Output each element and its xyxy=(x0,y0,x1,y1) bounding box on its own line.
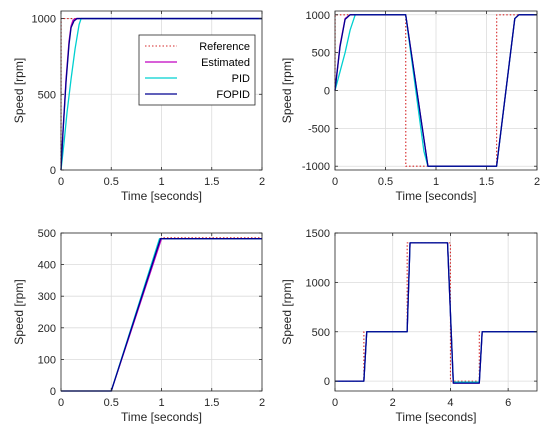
series-lines xyxy=(334,14,537,167)
y-tick-label: 100 xyxy=(38,354,56,366)
x-tick-label: 6 xyxy=(505,397,511,409)
ticks: 0 2 4 6 0 500 1000 1500 xyxy=(306,228,537,409)
series-lines xyxy=(335,242,537,384)
y-tick-label: -1000 xyxy=(302,161,330,173)
x-tick-label: 0 xyxy=(58,176,64,188)
chart-3: 0 0.5 1 1.5 2 0 100 200 300 400 500 Time [seconds] S… xyxy=(12,228,265,424)
y-tick-label: 1000 xyxy=(306,277,330,289)
legend-label-pid: PID xyxy=(232,73,250,85)
x-tick-label: 2 xyxy=(390,397,396,409)
x-tick-label: 0.5 xyxy=(104,176,119,188)
y-axis-label: Speed [rpm] xyxy=(12,58,26,123)
y-tick-label: 1000 xyxy=(306,10,330,22)
x-tick-label: 2 xyxy=(259,397,265,409)
x-tick-label: 0 xyxy=(332,176,338,188)
y-tick-label: 500 xyxy=(312,48,330,60)
y-tick-label: 400 xyxy=(38,260,56,272)
series-line-pid xyxy=(60,17,262,171)
chart-1: 0 0.5 1 1.5 2 0 500 1000 Time [seconds] Speed [rp… xyxy=(12,10,265,203)
x-axis-label: Time [seconds] xyxy=(121,410,202,424)
x-tick-label: 2 xyxy=(534,176,540,188)
y-tick-label: 500 xyxy=(38,89,56,101)
plot-area xyxy=(335,233,537,391)
chart-2: 0 0.5 1 1.5 2 -1000 -500 0 500 1000 Time [seconds]… xyxy=(280,10,540,203)
legend-label-fopid: FOPID xyxy=(216,89,250,101)
x-tick-label: 0 xyxy=(58,397,64,409)
axes-box xyxy=(334,232,538,392)
x-tick-label: 1 xyxy=(433,176,439,188)
ticks: 0 0.5 1 1.5 2 0 500 1000 xyxy=(32,11,265,188)
x-tick-label: 1 xyxy=(158,176,164,188)
x-tick-label: 1 xyxy=(158,397,164,409)
y-tick-label: 0 xyxy=(50,386,56,398)
legend: Reference Estimated PID FOPID xyxy=(138,34,256,106)
legend-label-reference: Reference xyxy=(199,41,250,53)
y-tick-label: 1500 xyxy=(306,228,330,240)
chart-4: 0 2 4 6 0 500 1000 1500 Time [seconds] Speed [rpm… xyxy=(280,228,538,424)
x-tick-label: 2 xyxy=(259,176,265,188)
x-tick-label: 0.5 xyxy=(378,176,393,188)
y-axis-label: Speed [rpm] xyxy=(280,279,294,344)
y-tick-label: 200 xyxy=(38,323,56,335)
x-tick-label: 0.5 xyxy=(104,397,119,409)
x-axis-label: Time [seconds] xyxy=(121,189,202,203)
y-tick-label: 500 xyxy=(312,327,330,339)
legend-label-estimated: Estimated xyxy=(201,57,250,69)
x-tick-label: 1.5 xyxy=(204,397,219,409)
y-tick-label: 500 xyxy=(38,228,56,240)
y-tick-label: 300 xyxy=(38,291,56,303)
x-axis-label: Time [seconds] xyxy=(396,189,477,203)
x-axis-label: Time [seconds] xyxy=(396,410,477,424)
x-tick-label: 1.5 xyxy=(204,176,219,188)
x-tick-label: 1.5 xyxy=(479,176,494,188)
y-tick-label: 1000 xyxy=(32,14,56,26)
x-tick-label: 0 xyxy=(332,397,338,409)
y-axis-label: Speed [rpm] xyxy=(280,58,294,123)
y-tick-label: 0 xyxy=(50,165,56,177)
y-tick-label: 0 xyxy=(324,376,330,388)
series-line-fopid xyxy=(60,17,262,171)
y-tick-label: -500 xyxy=(308,123,330,135)
x-tick-label: 4 xyxy=(447,397,453,409)
y-tick-label: 0 xyxy=(324,86,330,98)
series-line-fopid xyxy=(334,14,537,167)
ticks: 0 0.5 1 1.5 2 0 100 200 300 400 500 xyxy=(38,228,265,409)
ticks: 0 0.5 1 1.5 2 -1000 -500 0 500 1000 xyxy=(302,10,540,188)
series-line-reference xyxy=(334,14,537,167)
series-line-fopid xyxy=(335,242,537,384)
legend-box xyxy=(138,34,256,106)
y-axis-label: Speed [rpm] xyxy=(12,279,26,344)
